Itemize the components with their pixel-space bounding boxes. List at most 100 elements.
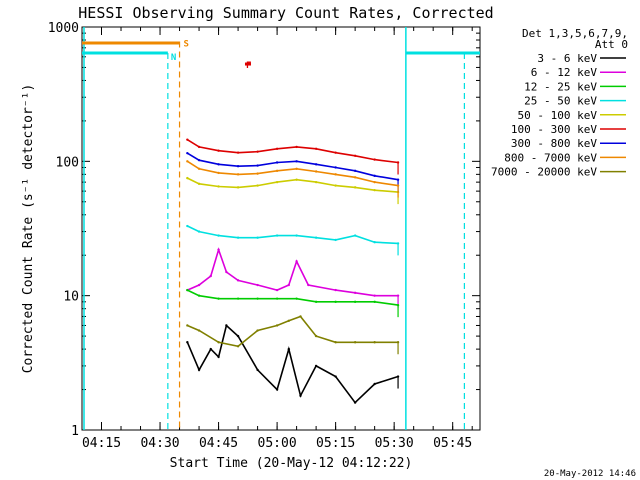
data-point: [314, 170, 318, 173]
x-tick-label: 05:00: [258, 436, 297, 451]
data-point: [256, 329, 259, 332]
x-tick-label: 04:45: [199, 436, 238, 451]
marker-label-f: F: [246, 61, 251, 71]
data-point: [256, 236, 259, 239]
data-point: [275, 297, 279, 300]
data-point: [197, 283, 201, 287]
data-point: [353, 186, 357, 189]
data-point: [353, 401, 357, 404]
data-point: [217, 248, 220, 251]
data-point: [217, 163, 220, 166]
data-point: [217, 297, 220, 300]
data-point: [186, 324, 189, 327]
data-point: [373, 174, 376, 178]
data-point: [197, 167, 201, 170]
data-point: [197, 368, 201, 372]
chart-title: HESSI Observing Summary Count Rates, Cor…: [78, 4, 493, 22]
data-point: [217, 149, 220, 152]
data-point: [236, 164, 240, 168]
data-point: [373, 382, 376, 386]
data-point: [314, 334, 318, 338]
legend-header-2: Att 0: [595, 38, 628, 51]
data-point: [186, 160, 189, 163]
data-point: [353, 176, 357, 179]
legend-entry-label: 800 - 7000 keV: [504, 151, 597, 164]
plot-frame: [81, 26, 481, 431]
legend-entry-label: 6 - 12 keV: [531, 66, 598, 79]
data-point: [373, 241, 376, 244]
data-point: [275, 288, 279, 292]
legend-entry-label: 50 - 100 keV: [518, 109, 598, 122]
data-point: [299, 394, 302, 397]
data-point: [334, 288, 337, 292]
data-point: [295, 234, 298, 237]
legend-entry-label: 25 - 50 keV: [524, 95, 597, 108]
data-point: [236, 151, 240, 154]
legend-header-1: Det 1,3,5,6,7,9,: [522, 27, 628, 40]
x-tick-label: 05:45: [433, 436, 472, 451]
data-point: [373, 188, 376, 192]
data-point: [275, 147, 279, 150]
y-axis-label: Corrected Count Rate (s⁻¹ detector⁻¹): [21, 84, 36, 374]
data-point: [373, 341, 376, 344]
data-point: [225, 270, 228, 274]
data-point: [217, 355, 220, 359]
data-point: [197, 145, 201, 149]
data-point: [275, 169, 279, 173]
data-point: [334, 341, 337, 344]
x-tick-label: 05:15: [316, 436, 355, 451]
series-line-5: [186, 139, 399, 164]
data-point: [275, 388, 279, 391]
data-point: [236, 345, 240, 348]
data-point: [295, 167, 298, 170]
data-point: [295, 160, 298, 163]
data-point: [256, 368, 259, 372]
legend-entry-label: 300 - 800 keV: [511, 137, 597, 150]
data-point: [209, 347, 212, 351]
data-point: [197, 158, 201, 162]
data-point: [236, 186, 240, 189]
data-point: [334, 238, 337, 242]
data-point: [307, 283, 310, 287]
data-point: [314, 180, 318, 184]
legend-entry-label: 7000 - 20000 keV: [491, 166, 597, 179]
data-point: [295, 178, 298, 181]
legend-entry-label: 100 - 300 keV: [511, 123, 597, 136]
data-point: [256, 172, 259, 175]
data-point: [217, 185, 220, 188]
x-tick-label: 04:15: [82, 436, 121, 451]
data-point: [197, 294, 201, 297]
data-point: [256, 150, 259, 153]
data-point: [353, 169, 357, 173]
data-point: [256, 164, 259, 167]
data-point: [334, 166, 337, 169]
data-point: [236, 236, 240, 239]
data-point: [236, 279, 240, 282]
series-line-6: [186, 152, 399, 181]
series-line-4: [187, 177, 399, 193]
timestamp: 20-May-2012 14:46: [544, 469, 636, 479]
data-point: [197, 329, 201, 332]
data-point: [314, 147, 318, 150]
data-point: [236, 334, 240, 338]
marker-label-s: S: [184, 39, 189, 49]
y-tick-label: 1: [71, 424, 79, 439]
data-point: [314, 163, 318, 166]
data-point: [217, 341, 220, 344]
data-point: [197, 230, 201, 233]
data-point: [287, 347, 291, 351]
data-point: [186, 341, 189, 344]
data-point: [334, 300, 337, 304]
data-point: [295, 145, 298, 149]
data-point: [334, 375, 337, 378]
x-axis-label: Start Time (20-May-12 04:12:22): [170, 456, 413, 471]
series-line-0: [186, 324, 399, 404]
y-tick-label: 100: [56, 155, 79, 170]
series-line-2: [187, 289, 399, 306]
data-point: [275, 161, 279, 164]
data-point: [256, 283, 259, 287]
series-line-3: [187, 225, 399, 245]
data-point: [314, 236, 318, 239]
data-point: [295, 297, 298, 300]
